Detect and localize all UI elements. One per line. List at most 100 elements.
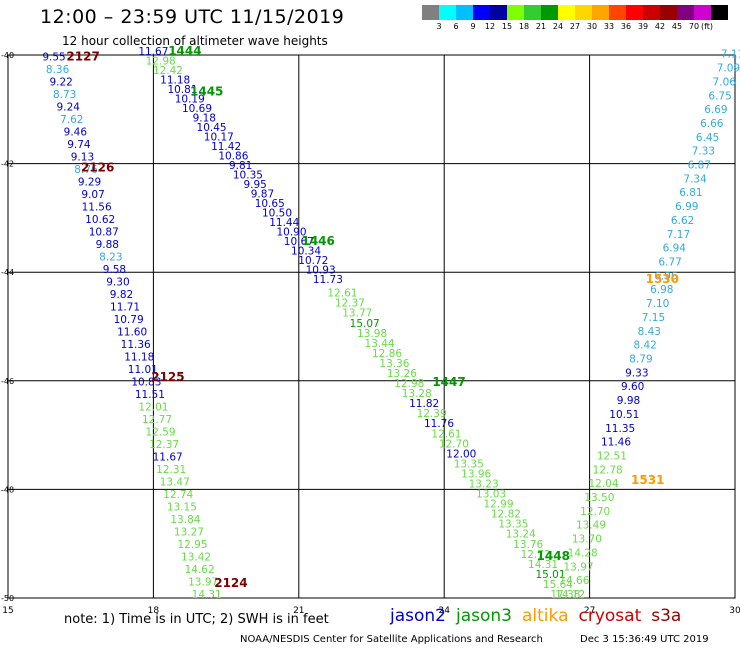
color-tick-label: (ft): [700, 22, 714, 31]
wave-height-value: 13.27: [174, 526, 204, 538]
wave-height-value: 13.76: [513, 539, 543, 551]
wave-height-value: 9.13: [71, 151, 94, 163]
wave-height-value: 13.03: [476, 489, 506, 501]
wave-height-value: 11.42: [211, 141, 241, 153]
wave-height-value: 8.43: [638, 326, 661, 338]
wave-height-value: 10.50: [262, 208, 292, 220]
x-tick-label: 21: [293, 606, 304, 616]
wave-height-value: 11.60: [117, 326, 147, 338]
pass-number-label: 1445: [190, 85, 223, 99]
wave-height-value: 12.77: [142, 414, 172, 426]
wave-height-value: 6.96: [654, 270, 678, 282]
wave-height-value: 11.01: [128, 364, 158, 376]
pass-number-label: 2127: [66, 49, 99, 63]
legend-entry-jason3: jason3: [456, 606, 512, 626]
wave-height-value: 10.90: [276, 227, 306, 239]
wave-height-value: 11.73: [313, 274, 343, 286]
wave-height-value: 13.47: [160, 476, 190, 488]
color-swatch: [507, 5, 524, 20]
wave-height-value: 17.38: [550, 589, 580, 601]
wave-height-value: 11.71: [110, 301, 140, 313]
wave-height-value: 6.99: [675, 201, 698, 213]
wave-height-value: 10.79: [114, 314, 144, 326]
wave-height-value: 12.95: [177, 539, 207, 551]
color-swatch: [694, 5, 711, 20]
satellite-legend: jason2 jason3 altika cryosat s3a: [390, 606, 691, 626]
wave-height-value: 11.18: [160, 75, 190, 87]
color-tick-label: 30: [586, 22, 598, 31]
wave-height-value: 15.01: [535, 569, 565, 581]
wave-height-value: 7.06: [713, 76, 737, 88]
wave-height-value: 6.69: [704, 104, 727, 116]
wave-height-value: 9.87: [251, 189, 274, 201]
wave-height-value: 10.67: [284, 236, 314, 248]
color-swatch: [439, 5, 456, 20]
wave-height-value: 14.12: [555, 589, 585, 601]
wave-height-value: 12.39: [417, 408, 447, 420]
wave-height-value: 10.35: [233, 170, 263, 182]
wave-height-value: 9.98: [617, 395, 640, 407]
color-tick-label: 9: [470, 22, 476, 31]
wave-height-value: 13.28: [402, 388, 432, 400]
wave-height-value: 12.98: [394, 378, 424, 390]
color-tick-label: 42: [654, 22, 666, 31]
color-tick-label: 33: [603, 22, 615, 31]
wave-height-value: 6.75: [708, 90, 731, 102]
color-swatch: [422, 5, 439, 20]
wave-height-value: 12.61: [327, 288, 357, 300]
wave-height-value: 6.62: [671, 215, 694, 227]
wave-height-value: 14.66: [559, 575, 589, 587]
wave-height-value: 10.51: [609, 409, 639, 421]
wave-height-value: 12.37: [149, 439, 179, 451]
legend-entry-altika: altika: [522, 606, 569, 626]
wave-height-value: 12.04: [588, 478, 618, 490]
wave-height-value: 12.70: [439, 438, 469, 450]
pass-number-label: 1447: [432, 375, 465, 389]
color-tick-label: 6: [453, 22, 459, 31]
wave-height-value: 11.67: [153, 451, 183, 463]
wave-height-value: 6.45: [696, 132, 719, 144]
wave-height-value: 13.70: [572, 534, 602, 546]
wave-height-value: 10.62: [85, 214, 115, 226]
wave-height-value: 13.97: [564, 561, 594, 573]
wave-height-value: 7.10: [646, 298, 669, 310]
wave-height-value: 11.36: [121, 339, 151, 351]
x-tick-label: 15: [2, 606, 13, 616]
wave-height-value: 9.33: [625, 367, 648, 379]
wave-height-value: 6.94: [663, 243, 687, 255]
wave-height-value: 11.56: [82, 201, 112, 213]
pass-number-label: 2126: [81, 161, 114, 175]
wave-height-value: 12.74: [163, 489, 193, 501]
wave-height-value: 12.59: [146, 426, 176, 438]
wave-height-value: 9.58: [103, 264, 126, 276]
legend-entry-s3a: s3a: [651, 606, 682, 626]
pass-number-label: 1444: [168, 44, 201, 58]
color-swatch: [558, 5, 575, 20]
wave-height-value: 12.01: [138, 401, 168, 413]
wave-height-value: 10.81: [167, 84, 197, 96]
color-swatch: [575, 5, 592, 20]
wave-height-value: 10.87: [89, 226, 119, 238]
wave-height-value: 7.62: [60, 114, 83, 126]
wave-height-value: 12.42: [153, 65, 183, 77]
wave-height-value: 13.24: [506, 529, 536, 541]
y-tick-label: -50: [1, 594, 14, 603]
wave-height-value: 13.97: [188, 576, 218, 588]
x-tick-label: 24: [438, 606, 450, 616]
credit-text: NOAA/NESDIS Center for Satellite Applica…: [240, 634, 543, 645]
color-tick-label: 15: [501, 22, 513, 31]
wave-height-value: 9.07: [81, 189, 104, 201]
color-scale-bar: [422, 5, 728, 20]
color-swatch: [711, 5, 728, 20]
color-tick-label: 45: [671, 22, 683, 31]
wave-height-value: 12.61: [431, 428, 461, 440]
wave-height-value: 15.64: [543, 579, 573, 591]
color-swatch: [490, 5, 507, 20]
wave-height-value: 6.87: [688, 160, 711, 172]
wave-height-value: 11.18: [124, 351, 154, 363]
wave-height-value: 13.84: [170, 514, 200, 526]
wave-height-value: 9.82: [110, 289, 133, 301]
color-tick-label: 70: [688, 22, 700, 31]
x-tick-label: 27: [584, 606, 595, 616]
pass-number-label: 1531: [631, 473, 664, 487]
